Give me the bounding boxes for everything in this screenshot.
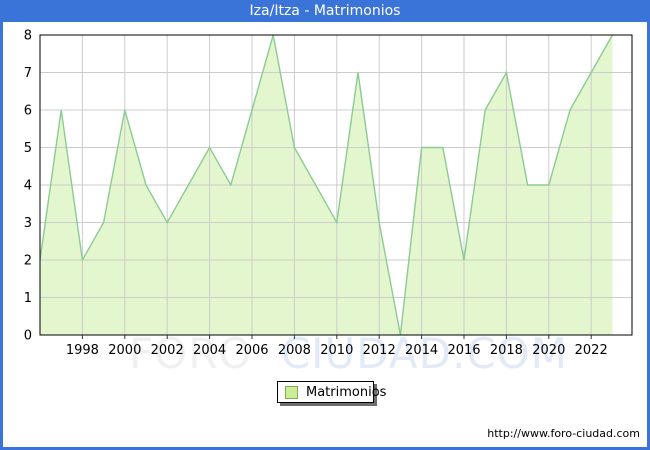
- legend-label: Matrimonios: [306, 384, 387, 400]
- footer-url-link[interactable]: http://www.foro-ciudad.com: [487, 427, 640, 440]
- svg-text:2018: 2018: [490, 343, 523, 358]
- svg-text:1: 1: [24, 291, 32, 306]
- svg-text:2016: 2016: [447, 343, 480, 358]
- watermark-ciudad-text: CIUDAD.COM: [280, 329, 568, 378]
- svg-text:2004: 2004: [193, 343, 226, 358]
- matrimonios-swatch-icon: [285, 385, 298, 399]
- window-border-right: [647, 0, 650, 450]
- svg-text:2000: 2000: [108, 343, 141, 358]
- svg-text:2022: 2022: [575, 343, 608, 358]
- legend: Matrimonios: [277, 381, 386, 403]
- svg-text:3: 3: [24, 216, 32, 231]
- watermark-foro-text: FORO: [129, 329, 253, 378]
- svg-text:8: 8: [24, 29, 32, 44]
- svg-text:0: 0: [24, 329, 32, 344]
- svg-text:2010: 2010: [320, 343, 353, 358]
- watermark: FORO CIUDAD.COM: [129, 333, 568, 375]
- window-border-bottom: [0, 447, 650, 450]
- page-title: Iza/Itza - Matrimonios: [249, 3, 401, 19]
- svg-text:2006: 2006: [235, 343, 268, 358]
- window-border-left: [0, 0, 3, 450]
- svg-text:2002: 2002: [151, 343, 184, 358]
- svg-text:2014: 2014: [405, 343, 438, 358]
- svg-text:2: 2: [24, 254, 32, 269]
- svg-text:1998: 1998: [66, 343, 99, 358]
- svg-text:6: 6: [24, 104, 32, 119]
- svg-text:2012: 2012: [363, 343, 396, 358]
- svg-text:2008: 2008: [278, 343, 311, 358]
- svg-text:2020: 2020: [532, 343, 565, 358]
- title-bar: Iza/Itza - Matrimonios: [0, 0, 650, 22]
- svg-text:7: 7: [24, 66, 32, 81]
- svg-text:4: 4: [24, 179, 32, 194]
- svg-text:5: 5: [24, 141, 32, 156]
